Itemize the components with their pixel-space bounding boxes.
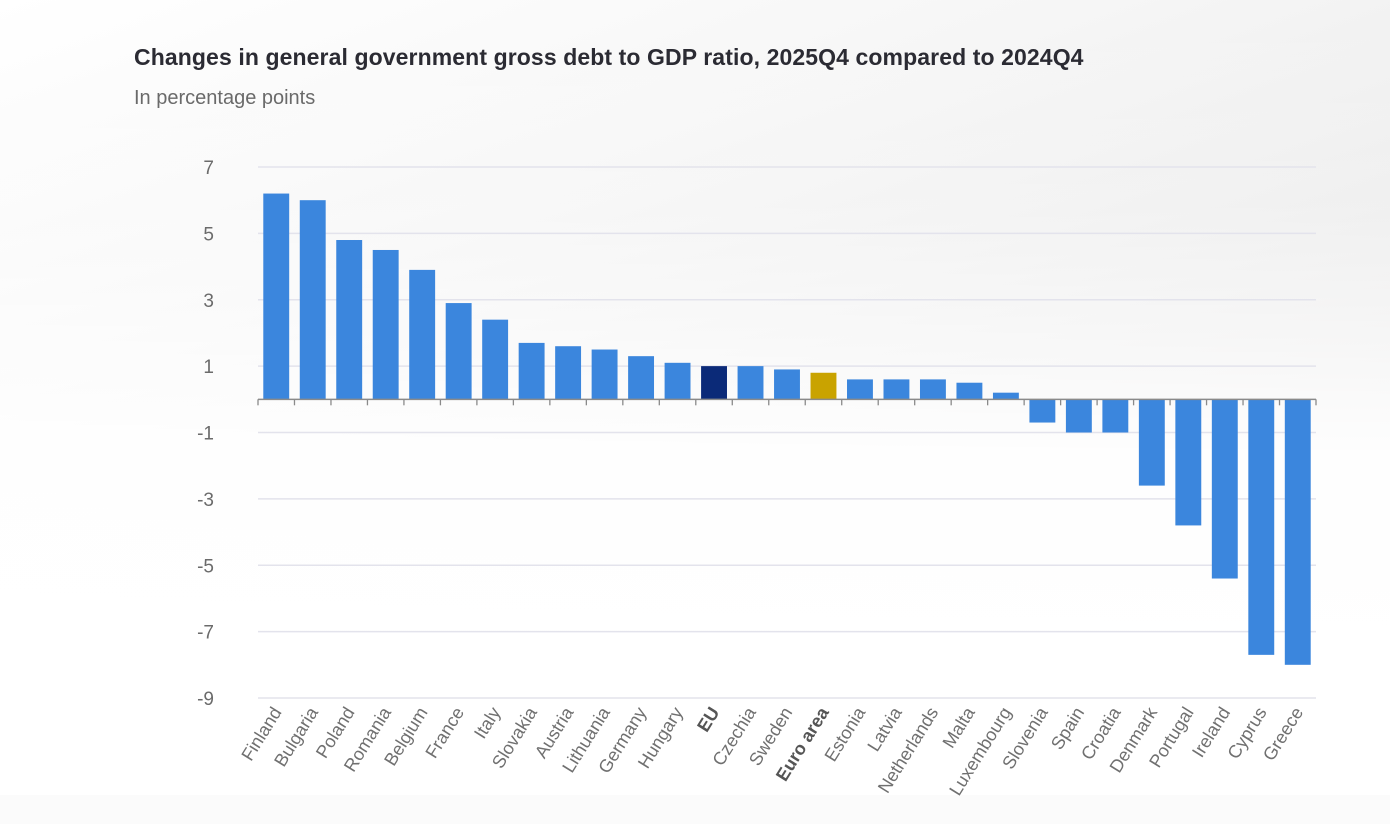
y-tick-label: 3	[203, 291, 214, 312]
y-tick-label: -1	[197, 424, 214, 445]
bar-germany[interactable]	[628, 356, 655, 400]
bar-estonia[interactable]	[847, 379, 873, 400]
bar-belgium[interactable]	[409, 269, 436, 400]
zero-axis	[257, 398, 1317, 406]
y-tick-label: 1	[203, 357, 214, 378]
bar-slovenia[interactable]	[1029, 399, 1056, 423]
bars	[263, 193, 1311, 665]
bar-czechia[interactable]	[737, 366, 764, 400]
chart-title: Changes in general government gross debt…	[134, 44, 1084, 70]
x-axis-labels: FinlandBulgariaPolandRomaniaBelgiumFranc…	[237, 703, 1307, 799]
chart-subtitle: In percentage points	[134, 87, 316, 109]
bar-euro-area[interactable]	[810, 372, 837, 400]
bar-latvia[interactable]	[883, 379, 910, 400]
bar-slovakia[interactable]	[518, 342, 545, 400]
bar-luxembourg[interactable]	[992, 392, 1019, 400]
bar-france[interactable]	[445, 303, 472, 400]
x-tick-label: Italy	[470, 704, 504, 743]
bar-spain[interactable]	[1065, 399, 1092, 433]
bar-poland[interactable]	[336, 240, 363, 400]
y-axis-ticks: 7 5 3 1 -1 -3 -5 -7 -9	[197, 158, 214, 710]
bar-eu[interactable]	[701, 366, 727, 400]
bar-sweden[interactable]	[774, 369, 800, 400]
bar-portugal[interactable]	[1175, 399, 1202, 526]
bar-hungary[interactable]	[664, 362, 691, 400]
bottom-band	[0, 795, 1390, 824]
bar-italy[interactable]	[482, 319, 509, 400]
y-tick-label: -3	[197, 490, 214, 511]
bar-malta[interactable]	[956, 382, 983, 400]
bar-bulgaria[interactable]	[299, 200, 326, 400]
y-tick-label: -9	[197, 689, 214, 710]
bar-cyprus[interactable]	[1248, 399, 1275, 655]
bar-lithuania[interactable]	[591, 349, 618, 400]
bar-finland[interactable]	[263, 193, 290, 400]
y-tick-label: -7	[197, 623, 214, 644]
bar-greece[interactable]	[1284, 399, 1311, 665]
bar-netherlands[interactable]	[919, 379, 946, 400]
y-tick-label: 5	[203, 224, 214, 245]
bar-denmark[interactable]	[1138, 399, 1165, 486]
y-tick-label: 7	[203, 158, 214, 179]
bar-croatia[interactable]	[1102, 399, 1129, 433]
bar-romania[interactable]	[372, 249, 399, 400]
bar-ireland[interactable]	[1211, 399, 1238, 579]
x-tick-label: EU	[693, 704, 723, 736]
y-tick-label: -5	[197, 556, 214, 577]
bar-austria[interactable]	[555, 346, 582, 400]
